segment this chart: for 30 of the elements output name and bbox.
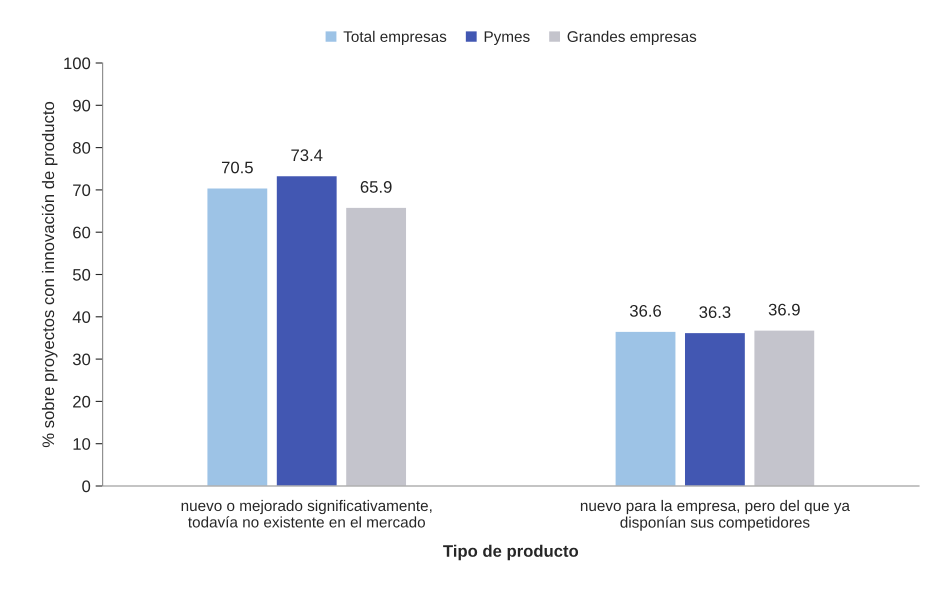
data-label: 36.3 xyxy=(699,306,730,318)
y-tick-label: 60 xyxy=(73,226,90,238)
data-label: 65.9 xyxy=(360,181,392,193)
bar xyxy=(206,187,269,486)
data-label: 36.6 xyxy=(630,304,662,317)
y-tick-label: 0 xyxy=(82,480,90,492)
y-tick-label: 30 xyxy=(72,354,90,366)
data-label: 36.9 xyxy=(768,304,800,316)
y-tick-label: 50 xyxy=(72,268,90,281)
y-tick-label: 100 xyxy=(64,57,90,70)
legend-label: Grandes empresas xyxy=(568,30,696,46)
y-tick-label: 70 xyxy=(73,184,90,196)
data-label: 70.5 xyxy=(222,162,253,174)
data-label: 73.4 xyxy=(291,149,322,162)
legend-label: Pymes xyxy=(484,31,530,46)
bar xyxy=(752,329,816,486)
bar xyxy=(614,330,677,486)
legend-label: Total empresas xyxy=(344,30,446,46)
y-tick-label: 40 xyxy=(72,311,90,324)
x-tick-label: nuevo para la empresa, pero del que ya disponían sus competidores xyxy=(580,500,850,531)
x-tick-label: nuevo o mejorado significativamente, todavía no existente en el mercado xyxy=(182,500,432,528)
y-tick-label: 90 xyxy=(73,100,90,112)
bar xyxy=(684,332,746,486)
y-axis-title: % sobre proyectos con innovación de producto xyxy=(42,102,58,448)
x-axis-title: Tipo de producto xyxy=(443,544,578,560)
y-tick-label: 20 xyxy=(73,396,90,408)
bar xyxy=(344,206,408,486)
y-tick-label: 10 xyxy=(74,438,90,450)
y-tick-label: 80 xyxy=(73,142,90,154)
bar xyxy=(275,174,338,486)
